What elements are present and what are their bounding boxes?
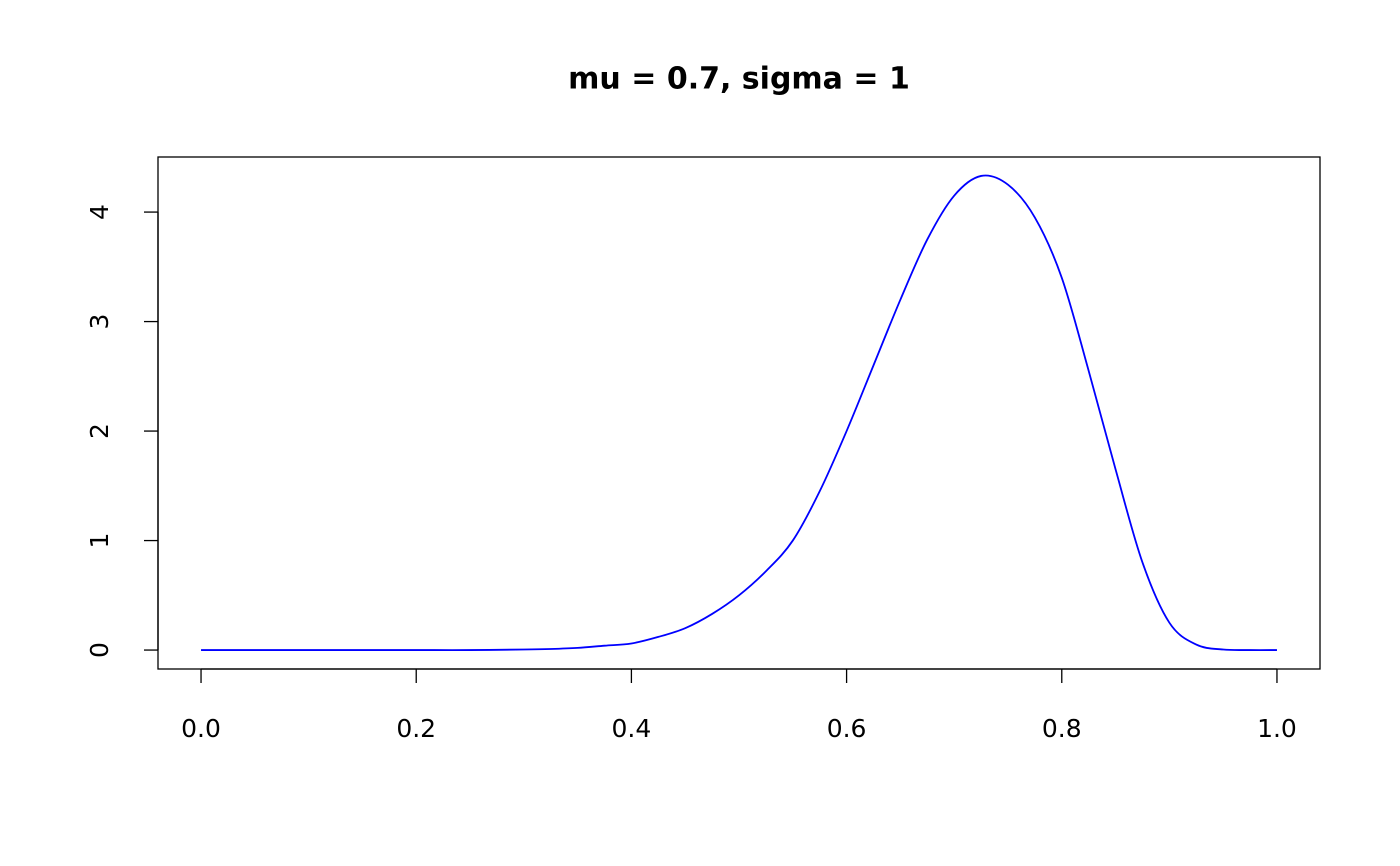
x-tick-label: 0.8 — [1042, 714, 1082, 743]
x-tick-label: 0.2 — [396, 714, 436, 743]
y-tick-label: 2 — [85, 423, 114, 439]
x-tick-label: 0.0 — [181, 714, 221, 743]
y-tick-label: 4 — [85, 204, 114, 220]
density-line — [201, 174, 1277, 651]
x-tick-label: 0.6 — [827, 714, 867, 743]
chart-title: mu = 0.7, sigma = 1 — [568, 62, 910, 97]
y-tick-label: 0 — [85, 642, 114, 658]
x-tick-label: 1.0 — [1257, 714, 1297, 743]
y-tick-label: 3 — [85, 314, 114, 330]
y-tick-label: 1 — [85, 533, 114, 549]
x-tick-label: 0.4 — [612, 714, 652, 743]
plot-frame — [157, 156, 1321, 670]
